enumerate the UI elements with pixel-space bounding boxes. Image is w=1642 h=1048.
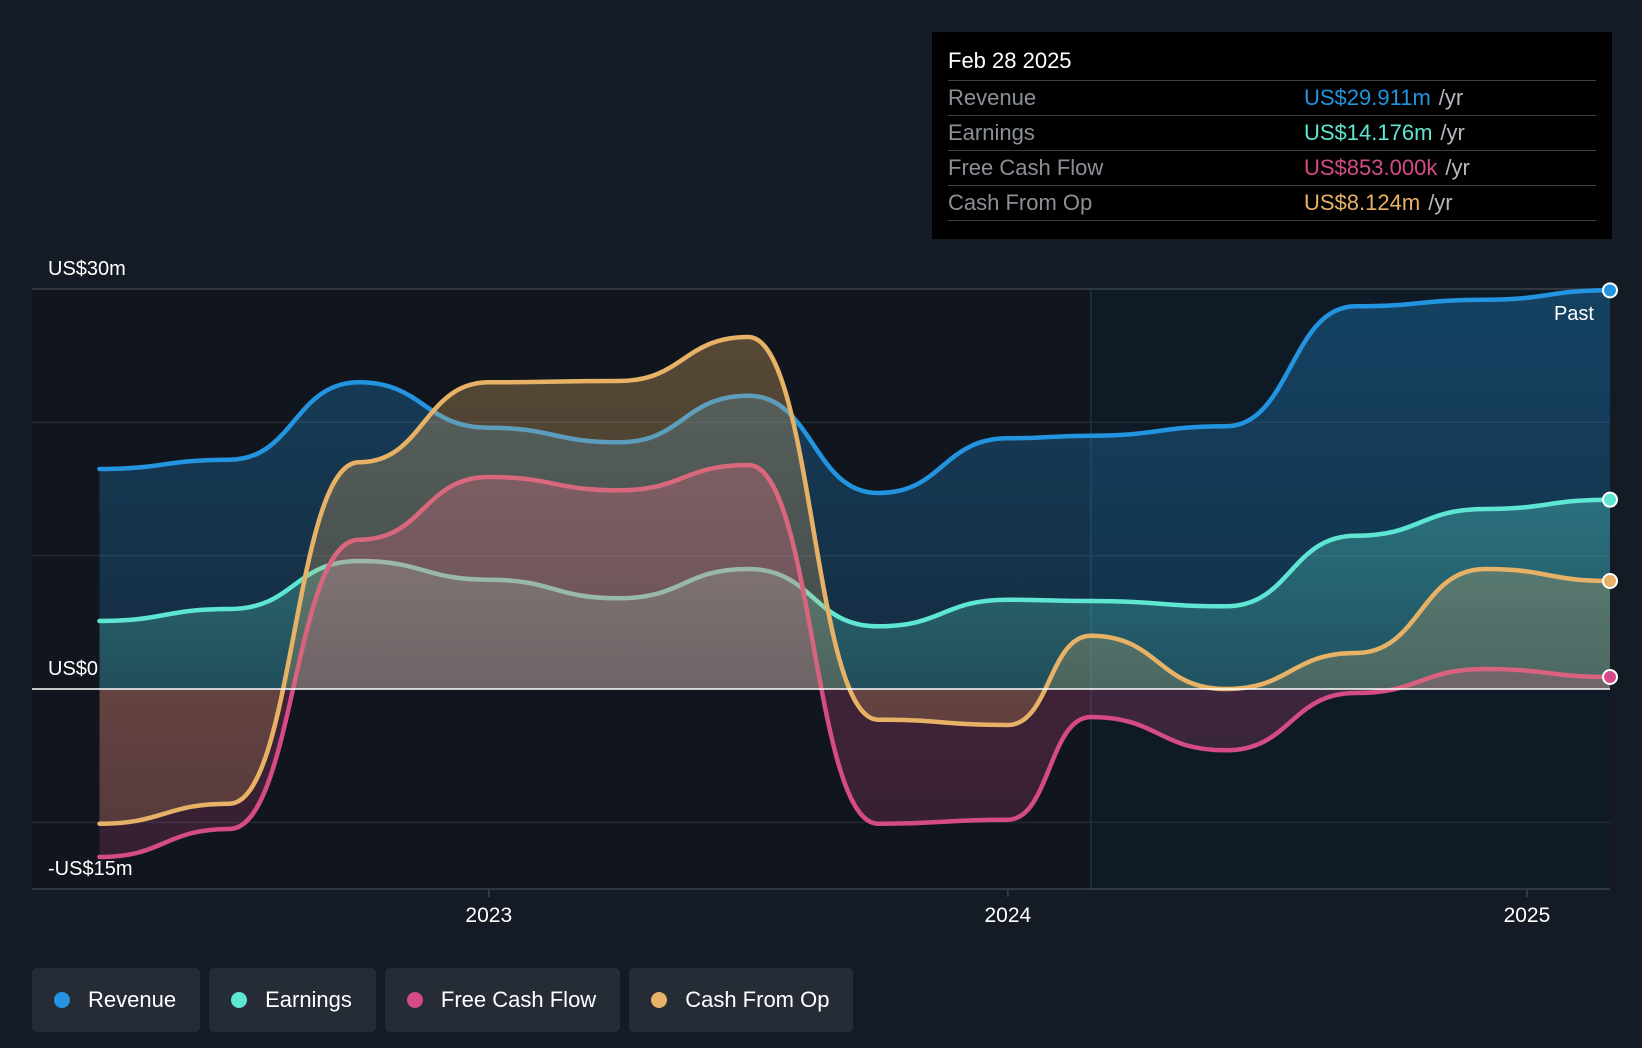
y-tick-label: US$30m (48, 258, 126, 280)
tooltip-date: Feb 28 2025 (948, 48, 1072, 73)
series-line-cash-from-op (97, 334, 1613, 826)
end-marker-earnings (1602, 491, 1618, 508)
legend-dot-icon (651, 992, 668, 1008)
tooltip-unit: /yr (1428, 190, 1453, 215)
legend: Revenue Earnings Free Cash Flow Cash Fro… (32, 968, 854, 1032)
legend-dot-icon (231, 992, 248, 1008)
legend-label: Earnings (265, 987, 352, 1012)
legend-label: Cash From Op (685, 987, 830, 1012)
y-tick-label: -US$15m (48, 858, 132, 880)
legend-item-revenue[interactable]: Revenue (32, 968, 201, 1032)
tooltip: Feb 28 2025 Revenue US$29.911m /yr Earni… (932, 32, 1612, 239)
end-marker-revenue (1602, 282, 1618, 299)
legend-item-earnings[interactable]: Earnings (209, 968, 376, 1032)
tooltip-row-earnings: Earnings US$14.176m /yr (948, 115, 1596, 150)
tooltip-unit: /yr (1438, 85, 1464, 110)
tooltip-row-cash-from-op: Cash From Op US$8.124m /yr (948, 185, 1596, 221)
tooltip-row-free-cash-flow: Free Cash Flow US$853.000k /yr (948, 150, 1596, 185)
legend-item-cash-from-op[interactable]: Cash From Op (629, 968, 854, 1032)
tooltip-row-revenue: Revenue US$29.911m /yr (948, 80, 1596, 115)
x-tick-label: 2025 (1504, 904, 1551, 927)
legend-label: Free Cash Flow (440, 987, 597, 1012)
legend-label: Revenue (88, 987, 177, 1012)
tooltip-value: US$29.911m (1304, 85, 1431, 110)
end-marker-free-cash-flow (1602, 669, 1618, 685)
y-tick-label: US$0 (48, 658, 98, 680)
legend-item-free-cash-flow[interactable]: Free Cash Flow (384, 968, 621, 1032)
series-area-cash-from-op (99, 337, 1610, 824)
tooltip-unit: /yr (1445, 155, 1470, 180)
past-label: Past (1554, 303, 1594, 325)
series-line-revenue (97, 288, 1613, 496)
legend-dot-icon (406, 992, 423, 1008)
series-group (97, 288, 1613, 860)
legend-dot-icon (54, 992, 70, 1008)
tooltip-value: US$8.124m (1304, 190, 1421, 215)
end-marker-cash-from-op (1602, 573, 1618, 589)
x-tick-label: 2024 (985, 904, 1032, 927)
tooltip-value: US$853.000k (1304, 155, 1438, 180)
tooltip-label: Cash From Op (948, 190, 1093, 215)
tooltip-label: Revenue (948, 85, 1037, 110)
tooltip-label: Earnings (948, 120, 1035, 145)
tooltip-value: US$14.176m (1304, 120, 1433, 145)
tooltip-unit: /yr (1440, 120, 1465, 145)
x-tick-label: 2023 (465, 904, 512, 927)
tooltip-label: Free Cash Flow (948, 155, 1104, 180)
